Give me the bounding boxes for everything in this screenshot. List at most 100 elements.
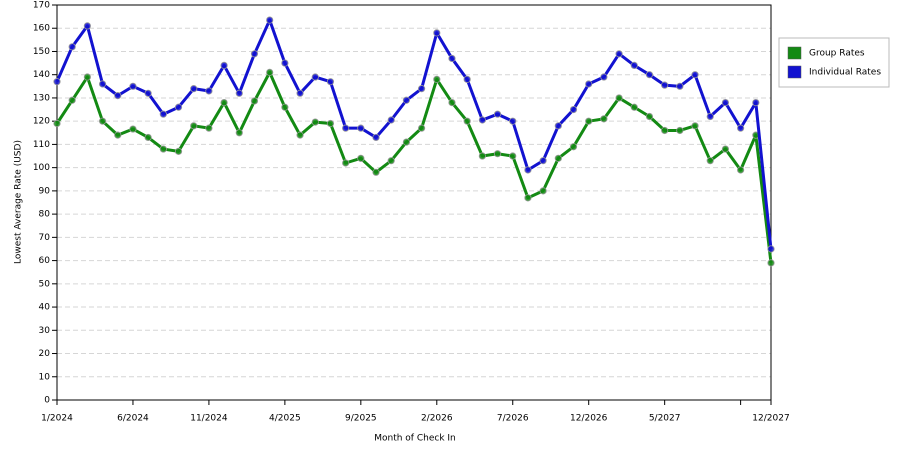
data-point xyxy=(539,187,547,195)
data-point xyxy=(493,150,502,158)
data-point xyxy=(372,133,380,142)
y-tick-label: 150 xyxy=(33,47,50,57)
y-tick-label: 30 xyxy=(39,326,51,336)
data-point xyxy=(721,145,730,153)
data-point xyxy=(417,124,426,132)
y-tick-label: 50 xyxy=(39,279,51,289)
data-point xyxy=(569,143,578,151)
data-point xyxy=(311,118,319,126)
data-point xyxy=(554,154,562,162)
y-axis-label: Lowest Average Rate (USD) xyxy=(14,140,24,264)
data-point xyxy=(509,152,517,160)
data-point xyxy=(326,119,335,128)
data-point xyxy=(706,157,714,165)
data-point xyxy=(433,75,441,83)
data-point xyxy=(53,78,61,86)
data-point xyxy=(98,117,107,125)
data-point xyxy=(235,89,243,97)
data-point xyxy=(524,194,532,202)
data-point xyxy=(600,73,608,81)
data-point xyxy=(493,110,502,118)
data-point xyxy=(205,124,213,132)
data-point xyxy=(387,116,395,124)
data-point xyxy=(129,82,137,90)
data-point xyxy=(585,80,593,88)
data-point xyxy=(250,50,259,58)
data-point xyxy=(630,61,638,70)
data-point xyxy=(98,80,107,88)
y-tick-label: 10 xyxy=(39,372,51,382)
data-point xyxy=(144,89,152,97)
data-point xyxy=(676,82,684,90)
data-point xyxy=(433,29,441,37)
data-point xyxy=(342,159,350,167)
data-point xyxy=(661,126,669,135)
y-tick-label: 110 xyxy=(33,140,50,150)
y-tick-label: 170 xyxy=(33,1,50,11)
data-point xyxy=(721,98,730,107)
x-tick-label: 6/2024 xyxy=(117,414,149,424)
data-point xyxy=(83,73,91,81)
data-point xyxy=(737,124,745,132)
data-point xyxy=(372,168,380,176)
x-tick-label: 4/2025 xyxy=(269,414,301,424)
data-point xyxy=(129,125,137,133)
y-tick-label: 60 xyxy=(39,256,51,266)
x-tick-label: 1/2024 xyxy=(41,414,73,424)
legend-box xyxy=(778,37,890,88)
plot-frame xyxy=(56,4,772,401)
x-tick-label: 2/2026 xyxy=(421,414,453,424)
data-point xyxy=(281,59,289,67)
data-point xyxy=(266,16,274,24)
data-point xyxy=(706,112,714,121)
legend-swatch xyxy=(787,65,802,79)
data-point xyxy=(691,71,699,79)
data-point xyxy=(417,85,426,93)
y-tick-label: 140 xyxy=(33,70,50,80)
data-point xyxy=(509,117,517,125)
data-point xyxy=(615,50,623,58)
y-tick-label: 80 xyxy=(39,210,51,220)
data-point xyxy=(661,81,669,89)
legend: Group Rates Individual Rates xyxy=(778,37,890,88)
data-point xyxy=(311,73,319,81)
data-point xyxy=(159,145,167,153)
data-point xyxy=(600,115,608,123)
x-tick-label: 11/2024 xyxy=(190,414,228,424)
data-point xyxy=(767,259,775,267)
data-point xyxy=(357,154,365,162)
data-point xyxy=(463,75,471,83)
data-point xyxy=(554,122,562,130)
y-tick-label: 20 xyxy=(39,349,51,359)
data-point xyxy=(296,89,304,97)
data-point xyxy=(190,122,198,130)
data-point xyxy=(296,131,304,139)
data-point xyxy=(448,98,456,107)
data-point xyxy=(478,116,486,124)
data-point xyxy=(448,54,456,63)
y-tick-label: 90 xyxy=(39,186,51,196)
y-tick-label: 120 xyxy=(33,117,50,127)
data-point xyxy=(676,126,684,135)
data-point xyxy=(68,96,76,104)
data-point xyxy=(114,92,122,100)
data-point xyxy=(114,131,122,139)
x-tick-label: 12/2026 xyxy=(570,414,608,424)
data-point xyxy=(144,133,152,142)
data-point xyxy=(174,103,183,111)
data-point xyxy=(281,103,289,111)
data-point xyxy=(220,61,228,70)
data-point xyxy=(266,68,274,76)
data-point xyxy=(357,124,365,132)
data-point xyxy=(645,112,654,121)
y-tick-label: 40 xyxy=(39,303,51,313)
data-point xyxy=(524,166,532,174)
data-point xyxy=(630,103,638,111)
data-point xyxy=(250,97,259,105)
data-point xyxy=(569,105,578,114)
data-point xyxy=(387,157,395,165)
data-point xyxy=(463,117,471,125)
data-point xyxy=(767,245,775,253)
data-point xyxy=(585,117,593,125)
legend-label: Group Rates xyxy=(809,49,865,59)
